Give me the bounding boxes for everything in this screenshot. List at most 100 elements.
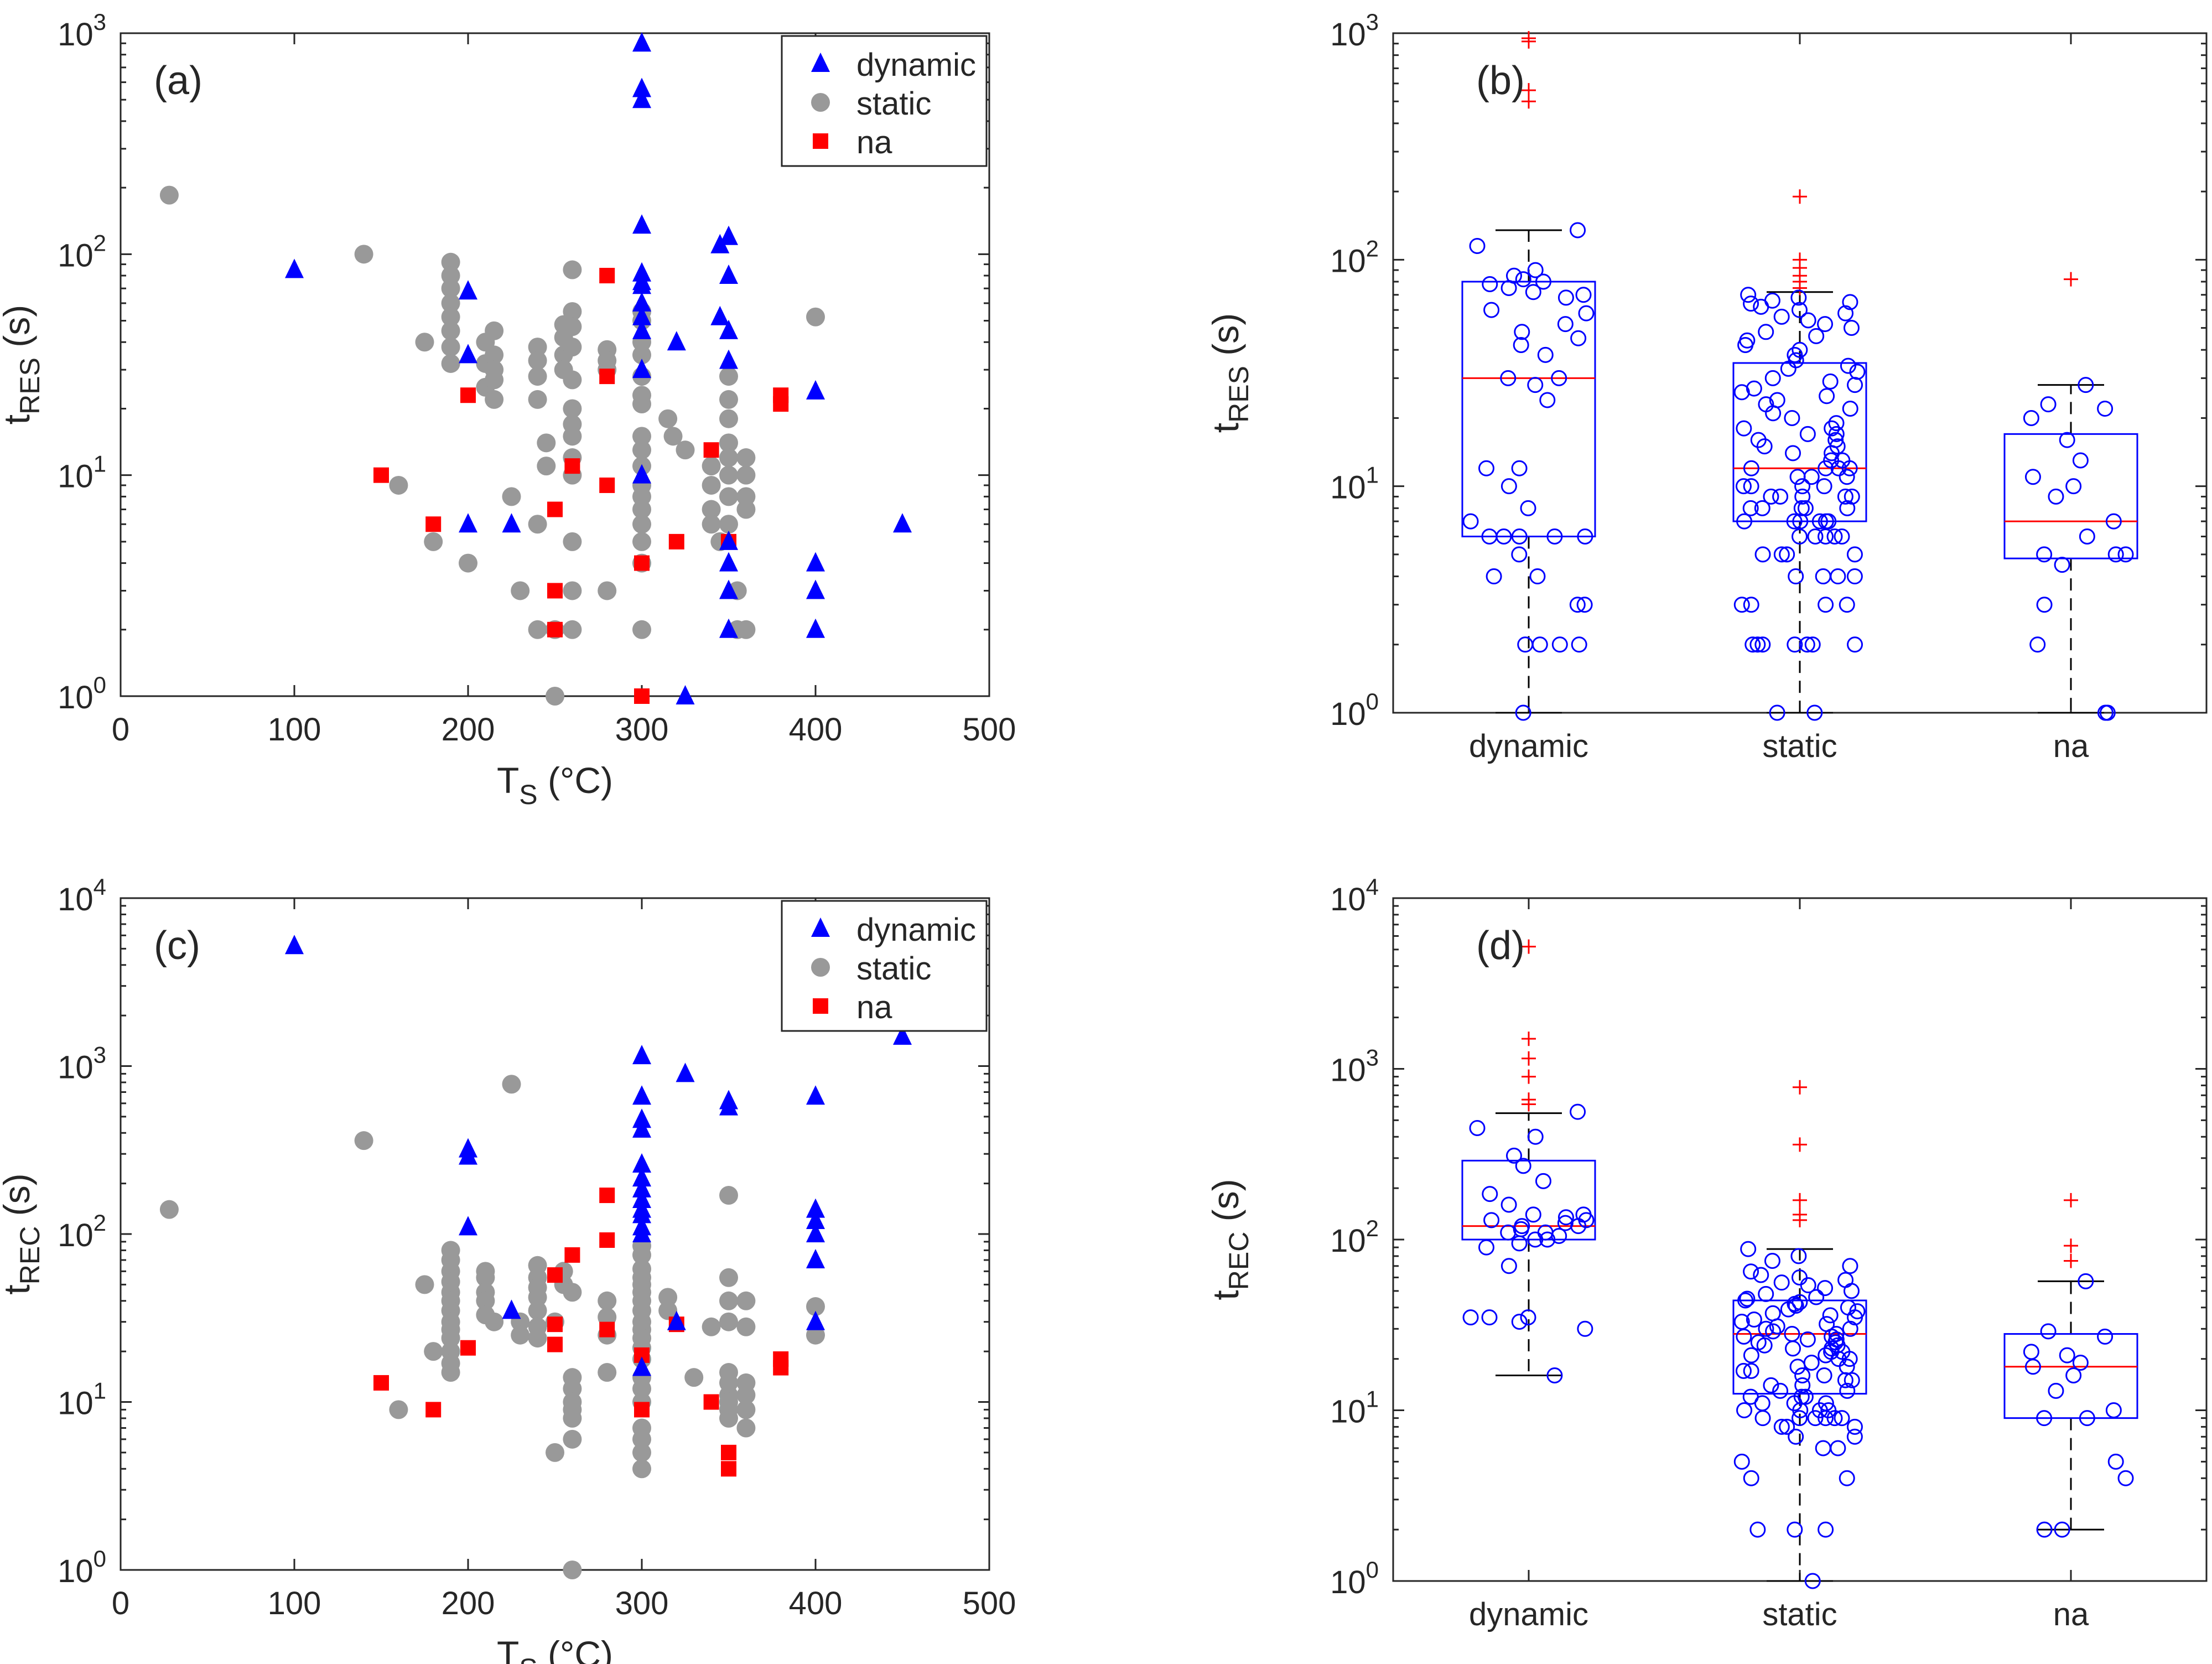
na-point [634, 555, 650, 571]
static-point [528, 1288, 547, 1307]
data-point [1800, 1277, 1816, 1294]
na-point [599, 268, 615, 284]
data-point [2065, 1367, 2082, 1384]
data-point [1794, 1367, 1811, 1384]
dynamic-point [806, 1209, 825, 1229]
static-point [719, 1312, 738, 1331]
static-point [719, 409, 738, 428]
data-point [1527, 377, 1544, 393]
data-point [2117, 546, 2134, 563]
data-point [1847, 636, 1863, 653]
data-point [1841, 1351, 1858, 1367]
data-point [1841, 460, 1858, 476]
data-point [1790, 289, 1807, 306]
outlier-marker [1793, 1193, 1807, 1207]
static-point [719, 465, 738, 485]
y-tick-label: 101 [58, 1378, 106, 1422]
static-point [563, 1283, 582, 1302]
dynamic-point [459, 1145, 477, 1165]
data-point [1743, 460, 1759, 476]
data-point [1743, 597, 1759, 613]
dynamic-point [632, 1167, 651, 1187]
data-point [1769, 1318, 1785, 1335]
data-point [1535, 273, 1551, 290]
data-point [1789, 1359, 1806, 1375]
legend-marker-dynamic [811, 53, 830, 72]
data-point [1539, 1231, 1556, 1248]
x-tick-label: 100 [268, 712, 321, 748]
data-point [1570, 1218, 1587, 1235]
x-tick-label: 0 [112, 712, 129, 748]
data-point [1570, 222, 1586, 239]
data-point [2040, 1323, 2057, 1340]
dynamic-point [719, 579, 738, 599]
static-point [684, 1368, 704, 1387]
data-point [1736, 1328, 1752, 1345]
data-point [1780, 360, 1796, 377]
y-tick-label: 103 [58, 9, 106, 53]
static-point [441, 252, 460, 272]
data-point [1803, 469, 1820, 485]
data-point [1839, 500, 1856, 516]
legend-label-na: na [856, 125, 892, 160]
dynamic-point [632, 77, 651, 97]
data-point [1754, 1410, 1771, 1427]
y-tick-label: 100 [58, 1546, 106, 1589]
panel-label: (a) [154, 59, 202, 103]
data-point [1846, 1428, 1863, 1445]
x-tick-label: static [1762, 1596, 1837, 1632]
dynamic-point [632, 1223, 651, 1242]
data-point [1828, 415, 1845, 432]
data-point [1576, 597, 1593, 613]
static-point [719, 487, 738, 506]
data-point [1816, 478, 1832, 495]
data-point [1842, 401, 1858, 417]
data-point [1773, 1418, 1790, 1435]
dynamic-point [719, 618, 738, 638]
na-point [773, 396, 789, 412]
data-point [1511, 1235, 1528, 1252]
data-point [1520, 1309, 1536, 1326]
static-point [806, 1325, 825, 1345]
data-point [1511, 1314, 1528, 1330]
data-point [1773, 546, 1790, 563]
na-point [721, 1461, 736, 1477]
static-point [736, 620, 756, 639]
dynamic-point [632, 1045, 651, 1065]
x-tick-label: 400 [789, 1585, 843, 1621]
x-tick-label: 100 [268, 1585, 321, 1621]
data-point [1525, 284, 1541, 300]
static-point [563, 427, 582, 446]
data-point [1820, 513, 1837, 530]
static-point [719, 1408, 738, 1428]
static-point [354, 245, 373, 264]
legend-marker-dynamic [811, 917, 830, 937]
data-point [1830, 1440, 1846, 1456]
dynamic-point [719, 552, 738, 572]
x-tick-label: static [1762, 728, 1837, 764]
y-tick-label: 104 [58, 874, 106, 917]
data-point [2059, 432, 2075, 448]
x-tick-label: 300 [615, 1585, 669, 1621]
dynamic-point [632, 1085, 651, 1105]
data-point [1811, 513, 1828, 530]
data-point [1837, 305, 1854, 322]
y-tick-label: 101 [1330, 1386, 1379, 1430]
legend-marker-na [813, 133, 828, 149]
legend-label-static: static [856, 86, 931, 122]
static-point [736, 1317, 756, 1336]
static-point [389, 475, 408, 495]
static-point [736, 500, 756, 519]
static-point [563, 260, 582, 279]
data-point [1824, 420, 1840, 437]
y-tick-label: 104 [1330, 874, 1379, 917]
data-point [1785, 1340, 1801, 1357]
data-point [1788, 1428, 1804, 1445]
data-point [1764, 1305, 1781, 1321]
dynamic-point [806, 552, 825, 572]
static-point [563, 1429, 582, 1449]
data-point [1520, 500, 1536, 516]
x-tick-label: 200 [442, 712, 495, 748]
static-point [563, 1379, 582, 1398]
